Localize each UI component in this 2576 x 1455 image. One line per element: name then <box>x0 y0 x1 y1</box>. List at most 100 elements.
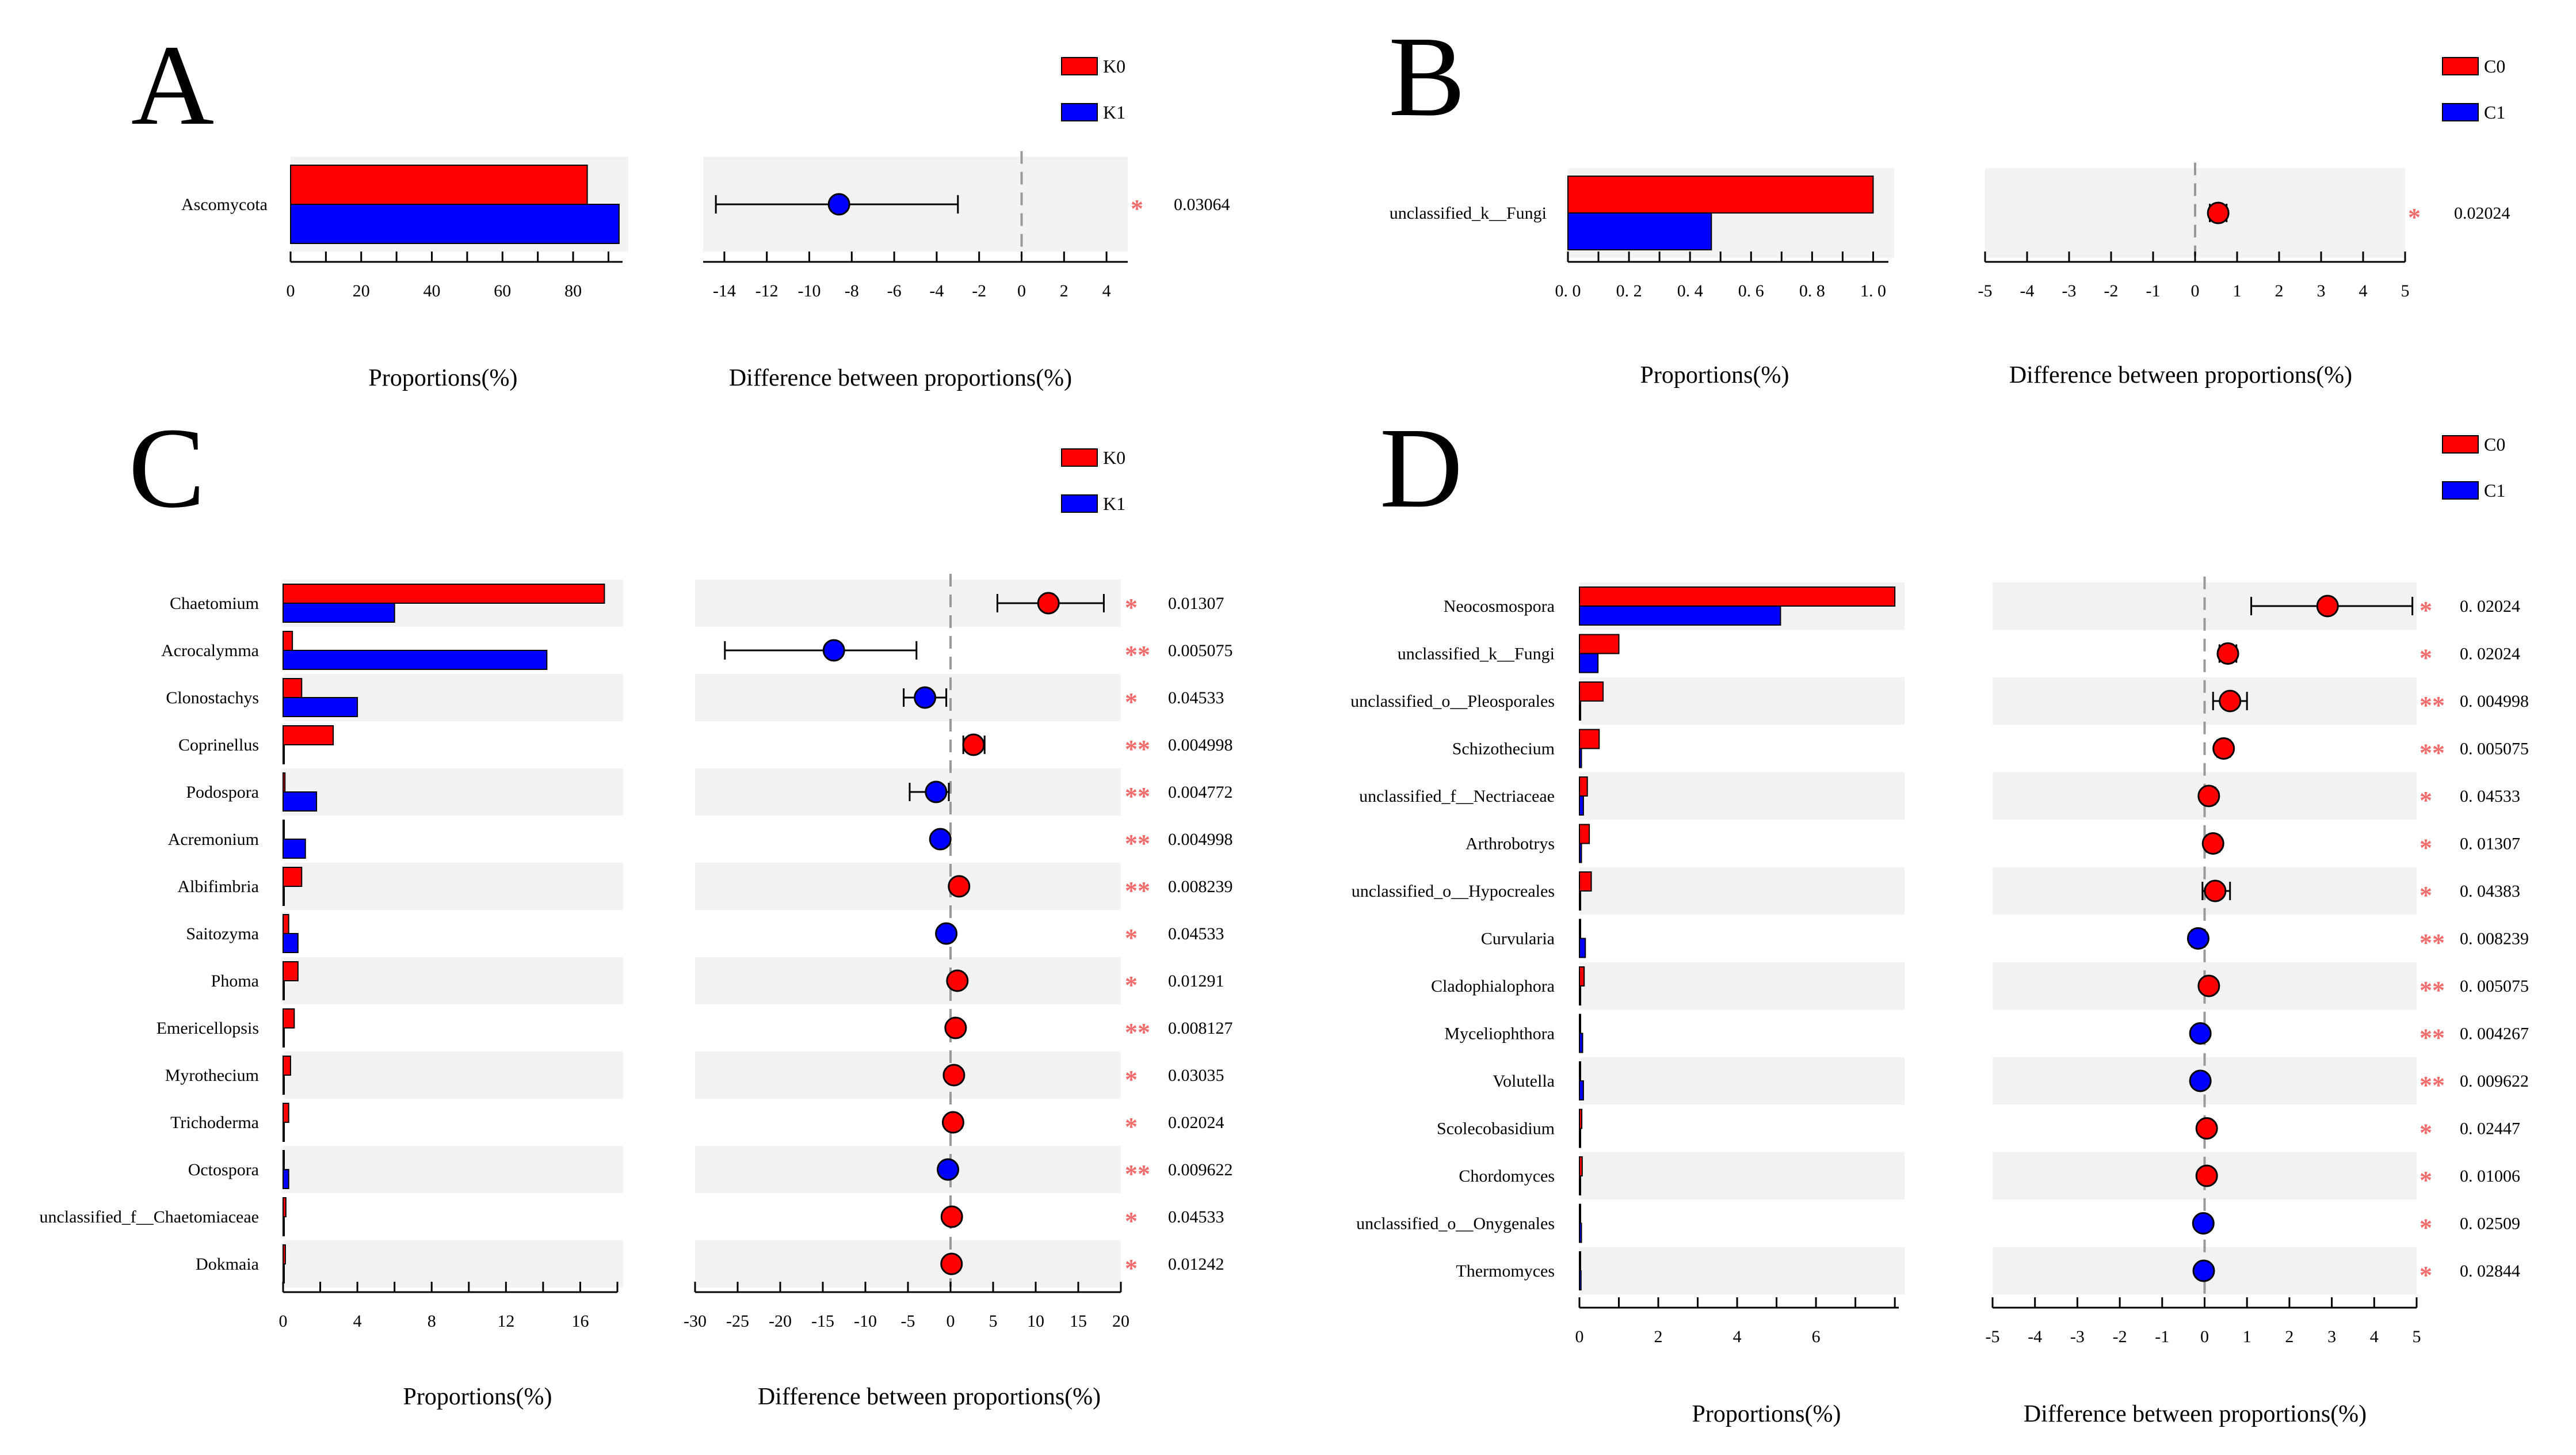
diff-point <box>946 969 969 992</box>
category-label: Podospora <box>186 783 259 802</box>
bar-C1 <box>1579 795 1584 816</box>
bar-K1 <box>283 1169 289 1189</box>
bar-C0 <box>1579 1061 1581 1081</box>
category-label: Albifimbria <box>177 877 259 896</box>
p-value: 0.02024 <box>2454 204 2510 223</box>
diff-tick-label: -3 <box>2062 281 2077 300</box>
p-value: 0. 005075 <box>2460 977 2529 996</box>
p-value: 0. 008239 <box>2460 930 2529 949</box>
diff-tick-label: -14 <box>713 281 736 300</box>
significance-mark: * <box>1125 688 1138 716</box>
prop-tick-label: 0. 8 <box>1799 281 1825 300</box>
bar-C1 <box>1579 1080 1584 1100</box>
diff-tick-label: 20 <box>1112 1312 1129 1331</box>
diff-point <box>2219 690 2242 713</box>
legend-label: C1 <box>2484 480 2505 501</box>
bar-C0 <box>1579 966 1585 986</box>
diff-tick-label: -4 <box>2028 1327 2042 1346</box>
significance-mark: ** <box>2419 739 2445 767</box>
prop-tick-label: 60 <box>494 281 511 300</box>
bar-C0 <box>1579 634 1620 654</box>
prop-tick-label: 12 <box>497 1312 514 1331</box>
bar-C0 <box>1579 824 1590 844</box>
p-value: 0.01291 <box>1168 972 1224 991</box>
diff-tick-label: 15 <box>1070 1312 1087 1331</box>
p-value: 0.008127 <box>1168 1019 1233 1038</box>
prop-tick-label: 2 <box>1654 1327 1663 1346</box>
prop-band <box>1579 867 1905 915</box>
p-value: 0.004772 <box>1168 783 1233 802</box>
bar-C0 <box>1579 586 1896 607</box>
legend-label: C1 <box>2484 102 2505 123</box>
significance-mark: ** <box>2419 929 2445 957</box>
prop-tick-label: 80 <box>564 281 582 300</box>
p-value: 0. 02447 <box>2460 1119 2520 1138</box>
diff-point <box>935 922 958 945</box>
diff-tick-label: 5 <box>989 1312 998 1331</box>
diff-tick-label: 10 <box>1027 1312 1044 1331</box>
significance-mark: * <box>2419 1261 2432 1289</box>
category-label: unclassified_f__Chaetomiaceae <box>39 1208 259 1227</box>
prop-tick-label: 20 <box>353 281 370 300</box>
bar-K1 <box>283 697 358 717</box>
bar-K1 <box>283 1075 285 1095</box>
prop-axis-title: Proportions(%) <box>1692 1401 1841 1427</box>
diff-band <box>695 957 1121 1004</box>
category-label: Chaetomium <box>170 594 259 613</box>
diff-band <box>695 768 1121 816</box>
prop-tick-label: 4 <box>353 1312 362 1331</box>
significance-mark: ** <box>2419 1024 2445 1052</box>
diff-tick-label: 0 <box>2191 281 2200 300</box>
legend-swatch <box>2442 481 2479 500</box>
diff-tick-label: 0 <box>947 1312 955 1331</box>
diff-point <box>940 1205 963 1228</box>
bar-C1 <box>1579 890 1582 911</box>
bar-K0 <box>290 165 588 205</box>
significance-mark: ** <box>2419 976 2445 1004</box>
bar-C1 <box>1579 938 1586 958</box>
prop-tick-label: 40 <box>423 281 441 300</box>
prop-tick-label: 0. 0 <box>1555 281 1581 300</box>
p-value: 0. 04383 <box>2460 882 2520 901</box>
prop-tick-label: 0. 2 <box>1616 281 1642 300</box>
bar-K1 <box>283 839 306 859</box>
category-label: Phoma <box>211 972 259 991</box>
bar-C0 <box>1579 1156 1583 1176</box>
prop-band <box>283 957 623 1004</box>
diff-tick-label: 5 <box>2413 1327 2421 1346</box>
bar-C0 <box>1579 919 1581 939</box>
bar-K0 <box>283 678 303 698</box>
category-label: Clonostachys <box>166 688 259 707</box>
panel-letter: B <box>1388 13 1465 140</box>
significance-mark: * <box>2408 203 2421 231</box>
bar-K0 <box>283 1008 295 1029</box>
legend-swatch <box>1061 57 1098 75</box>
diff-point <box>2195 1164 2218 1187</box>
significance-mark: * <box>2419 881 2432 909</box>
diff-tick-label: 3 <box>2327 1327 2336 1346</box>
bar-K0 <box>283 867 303 887</box>
diff-point <box>2197 974 2220 997</box>
p-value: 0.02024 <box>1168 1113 1224 1132</box>
significance-mark: ** <box>1125 1018 1150 1046</box>
legend-swatch <box>1061 494 1098 513</box>
diff-tick-label: 4 <box>2370 1327 2379 1346</box>
significance-mark: * <box>2419 1214 2432 1242</box>
significance-mark: ** <box>1125 641 1150 669</box>
significance-mark: * <box>1125 1113 1138 1141</box>
diff-point <box>2316 595 2339 618</box>
prop-tick-label: 6 <box>1812 1327 1821 1346</box>
diff-axis-title: Difference between proportions(%) <box>729 365 1072 391</box>
diff-tick-label: -15 <box>811 1312 834 1331</box>
diff-point <box>2186 927 2209 950</box>
bar-C1 <box>1567 212 1712 250</box>
diff-tick-label: -2 <box>972 281 986 300</box>
bar-C1 <box>1579 1033 1583 1053</box>
bar-C1 <box>1579 1128 1581 1148</box>
prop-band <box>283 768 623 816</box>
bar-K0 <box>283 1103 289 1123</box>
bar-C1 <box>1579 1222 1582 1243</box>
diff-tick-label: -5 <box>901 1312 915 1331</box>
